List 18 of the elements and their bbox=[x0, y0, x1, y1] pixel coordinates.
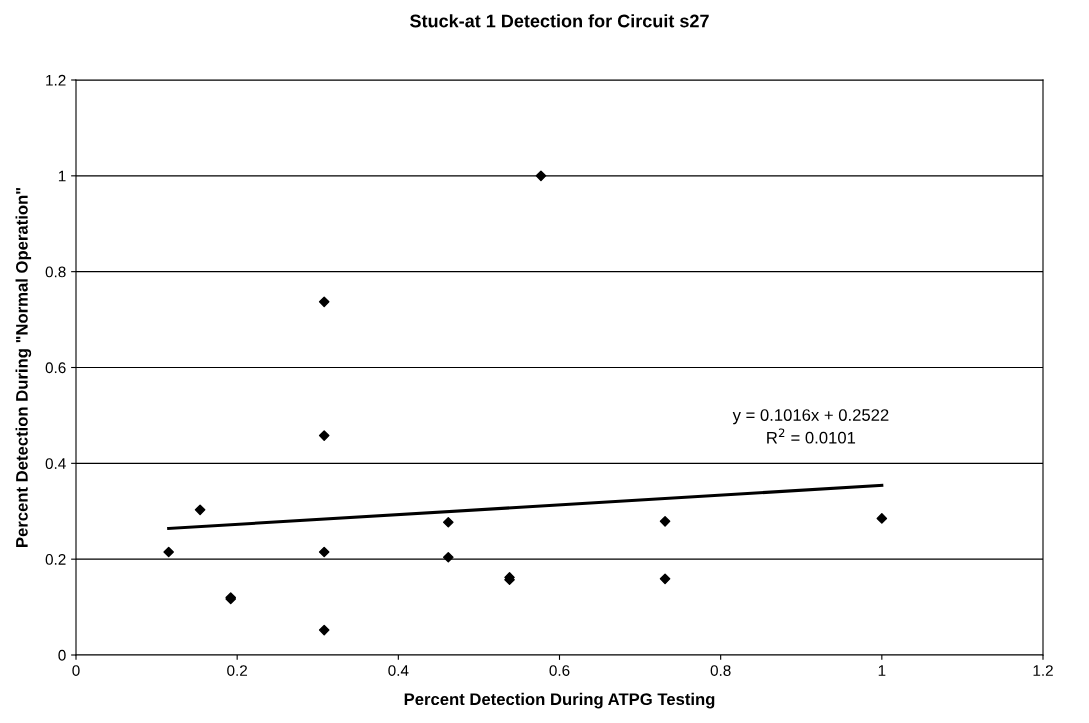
x-tick-label: 0.2 bbox=[227, 665, 248, 676]
y-tick-label: 0 bbox=[58, 649, 66, 661]
y-tick-label: 1 bbox=[58, 170, 66, 182]
chart-title: Stuck-at 1 Detection for Circuit s27 bbox=[410, 14, 709, 28]
y-tick-label: 1.2 bbox=[46, 74, 66, 86]
x-tick-label: 0 bbox=[72, 665, 80, 676]
annotation: y = 0.1016x + 0.2522 R$^{2}$ = 0.0101 bbox=[732, 409, 889, 444]
y-tick-label: 0.4 bbox=[45, 458, 66, 470]
x-tick-label: 0.8 bbox=[710, 665, 731, 676]
x-tick-label: 1 bbox=[878, 665, 886, 676]
x-tick-label: 1.2 bbox=[1033, 665, 1053, 676]
y-axis-title: Percent Detection During "Normal Operation" bbox=[15, 187, 32, 547]
y-tick-label: 0.6 bbox=[45, 362, 66, 374]
x-tick-label: 0.6 bbox=[549, 665, 570, 676]
x-axis-title: Percent Detection During ATPG Testing bbox=[404, 692, 715, 709]
y-tick-label: 0.2 bbox=[45, 554, 66, 565]
y-tick-label: 0.8 bbox=[45, 266, 66, 278]
x-tick-label: 0.4 bbox=[388, 665, 409, 676]
